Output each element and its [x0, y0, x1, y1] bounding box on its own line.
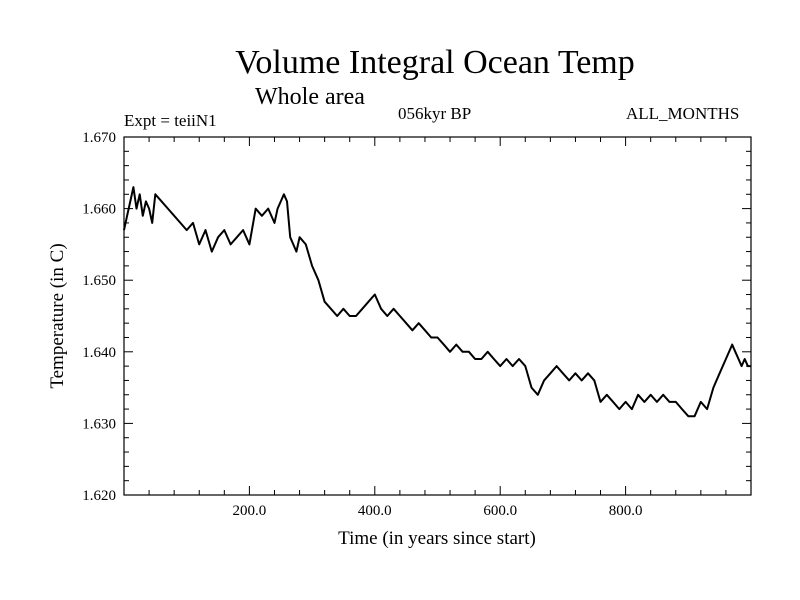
y-tick-label: 1.640	[82, 345, 116, 361]
y-tick-label: 1.660	[82, 202, 116, 218]
x-tick-label: 800.0	[609, 503, 643, 519]
series-line	[123, 186, 751, 418]
x-tick-label: 600.0	[483, 503, 517, 519]
y-tick-label: 1.650	[82, 273, 116, 289]
plot-frame	[123, 136, 752, 496]
y-tick-label: 1.620	[82, 488, 116, 504]
period-label: 056kyr BP	[398, 104, 472, 123]
y-tick-label: 1.630	[82, 416, 116, 432]
experiment-label: Expt = teiiN1	[124, 111, 217, 130]
y-axis-label: Temperature (in C)	[47, 243, 68, 388]
y-tick-label: 1.670	[82, 130, 116, 146]
months-label: ALL_MONTHS	[626, 104, 740, 123]
x-tick-label: 400.0	[358, 503, 392, 519]
chart-subtitle: Whole area	[255, 84, 365, 110]
axis-tick-labels: 1.620 1.630 1.640 1.650 1.660 1.670 200.0 400.0…	[82, 130, 642, 519]
x-axis-label: Time (in years since start)	[338, 528, 536, 549]
x-tick-label: 200.0	[233, 503, 267, 519]
chart-title: Volume Integral Ocean Temp	[235, 44, 635, 81]
axis-ticks	[124, 136, 751, 496]
